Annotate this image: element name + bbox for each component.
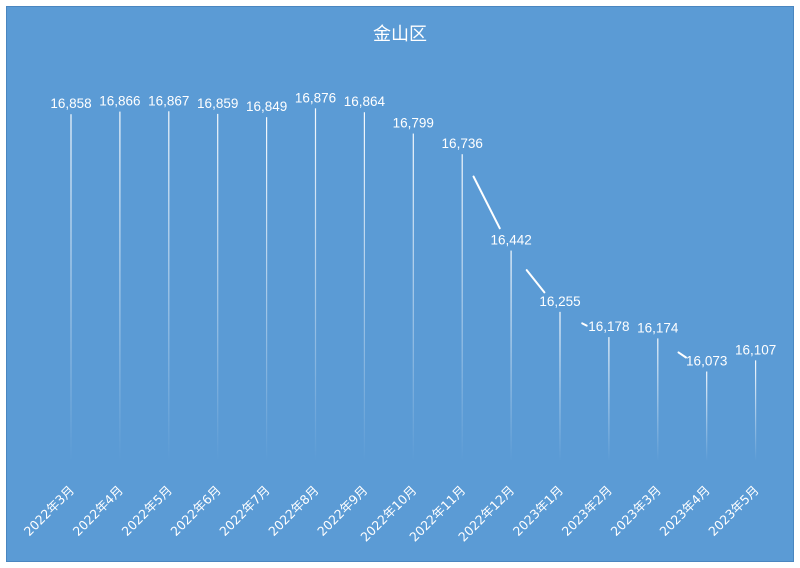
- line-segment: [472, 175, 501, 230]
- x-tick-label: 2022年4月: [70, 483, 126, 539]
- data-label: 16,736: [442, 136, 483, 151]
- drop-line: [217, 113, 219, 461]
- drop-line: [412, 133, 414, 462]
- line-chart: 金山区 16,858 16,866 16,867 16,859 16,849 16,876…: [21, 24, 777, 545]
- chart-title: 金山区: [373, 24, 427, 45]
- data-label: 16,178: [588, 319, 629, 334]
- drop-line: [168, 111, 170, 461]
- drop-line: [314, 108, 317, 462]
- series-line: [472, 175, 687, 359]
- data-label: 16,876: [295, 90, 336, 105]
- x-tick-label: 2023年1月: [510, 483, 566, 539]
- drop-line: [266, 117, 268, 462]
- x-tick-label: 2023年3月: [608, 483, 664, 539]
- data-label: 16,858: [50, 96, 91, 111]
- drop-lines: [70, 108, 757, 462]
- data-label: 16,799: [393, 116, 434, 131]
- drop-line: [119, 111, 121, 461]
- data-label: 16,255: [539, 294, 580, 309]
- drop-line: [70, 114, 72, 461]
- data-label: 16,859: [197, 96, 238, 111]
- chart-area: 金山区 16,858 16,866 16,867 16,859 16,849 16,876…: [6, 6, 794, 562]
- data-label: 16,864: [344, 94, 386, 109]
- drop-line: [461, 154, 463, 461]
- x-axis-labels: 2022年3月2022年4月2022年5月2022年6月2022年7月2022年…: [21, 483, 762, 545]
- data-label: 16,866: [99, 94, 140, 109]
- data-label: 16,073: [686, 354, 727, 369]
- data-label: 16,107: [735, 342, 776, 357]
- data-labels: 16,858 16,866 16,867 16,859 16,849 16,876 16,8…: [50, 90, 776, 368]
- x-tick-label: 2022年6月: [167, 483, 223, 539]
- data-label: 16,849: [246, 99, 287, 114]
- drop-line: [363, 112, 365, 461]
- data-label: 16,867: [148, 93, 189, 108]
- x-tick-label: 2022年5月: [119, 483, 175, 539]
- data-label: 16,174: [637, 320, 679, 335]
- drop-line: [706, 371, 708, 461]
- x-tick-label: 2023年2月: [559, 483, 615, 539]
- line-segment: [581, 322, 588, 327]
- line-segment: [525, 269, 546, 294]
- drop-line: [657, 338, 659, 461]
- x-tick-label: 2023年5月: [705, 483, 761, 539]
- drop-line: [510, 250, 512, 461]
- x-tick-label: 2022年7月: [216, 483, 272, 539]
- line-segment: [677, 351, 687, 359]
- data-label: 16,442: [490, 233, 531, 248]
- drop-line: [608, 337, 610, 461]
- x-tick-label: 2022年8月: [265, 483, 321, 539]
- drop-line: [559, 311, 561, 461]
- drop-line: [755, 360, 757, 461]
- x-tick-label: 2023年4月: [656, 483, 712, 539]
- x-tick-label: 2022年3月: [21, 483, 77, 539]
